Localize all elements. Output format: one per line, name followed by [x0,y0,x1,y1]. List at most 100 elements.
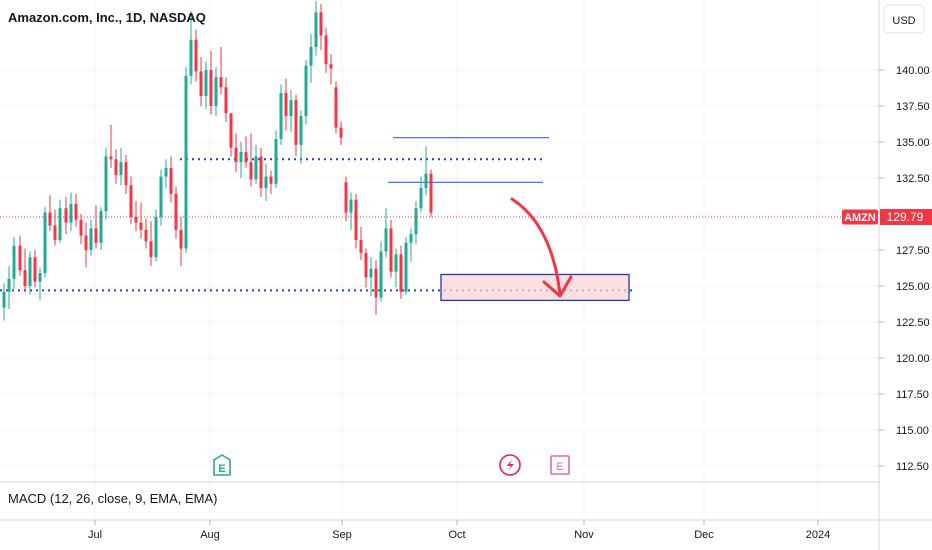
candle [394,248,398,288]
candle [374,260,378,315]
projection-arrow [510,197,573,298]
candle [38,267,42,301]
support-zone [440,273,630,302]
candle [7,265,11,310]
candle [219,46,223,95]
candle [239,142,243,178]
svg-text:E: E [218,463,225,475]
time-scale[interactable]: Jul Aug Sep Oct Nov Dec 2024 [88,520,830,541]
candle [234,133,238,173]
candle [384,208,388,258]
candle [414,201,418,245]
currency-label: USD [892,15,915,27]
candle [229,113,233,157]
y-tick-label: 115.00 [896,425,929,437]
candle [159,169,163,226]
candle [199,57,203,106]
last-price-tag [880,209,932,226]
y-tick-label: 132.50 [896,173,930,185]
candle [364,248,368,288]
candle [314,0,318,56]
candle [299,110,303,164]
candle [179,216,183,266]
candle [94,205,98,249]
y-tick-label: 137.50 [896,101,930,113]
candle [109,124,113,168]
candle [214,67,218,117]
candle [134,201,138,232]
candle [389,219,393,278]
candle [309,34,313,83]
candle [33,250,37,288]
candle [12,237,16,289]
candle [419,176,423,213]
y-tick-label: 120.00 [896,353,930,365]
x-tick-label: 2024 [806,529,830,541]
candle [209,51,213,115]
candle [359,226,363,261]
dividend-icon[interactable] [499,454,521,476]
last-price-value: 129.79 [887,210,924,224]
candle [64,196,68,235]
candle [404,237,408,295]
candle [58,199,62,243]
candle [254,144,258,184]
candle [169,156,173,203]
candle [334,81,338,134]
x-tick-label: Oct [448,529,465,541]
candle [204,61,208,109]
candle [114,149,118,184]
x-tick-label: Sep [332,529,352,541]
candle [89,219,93,256]
candle [274,130,278,189]
candle [124,154,128,194]
candle [69,192,73,232]
candle [424,146,428,196]
candle [379,241,383,302]
candle [184,67,188,253]
candle [429,169,433,217]
x-tick-label: Nov [574,529,594,541]
candle [339,121,343,145]
candle [74,193,78,227]
candle [294,94,298,157]
candle [79,214,83,245]
candle [304,59,308,125]
candle [43,206,47,278]
symbol-tag [842,209,878,225]
candle [99,206,103,250]
candle [129,176,133,225]
candle [269,170,273,194]
earnings-icon[interactable]: E [550,455,570,475]
price-scale[interactable]: 140.00137.50135.00132.50130.00127.50125.… [879,65,930,473]
candle [84,222,88,268]
candle [224,77,228,122]
currency-button[interactable] [883,4,925,34]
candle [48,195,52,232]
candle [2,283,6,321]
y-tick-label: 112.50 [896,461,929,473]
y-tick-label: 125.00 [896,281,930,293]
macd-label[interactable]: MACD (12, 26, close, 9, EMA, EMA) [8,491,218,506]
candle [289,90,293,132]
candle [264,163,268,202]
y-tick-label: 135.00 [896,137,930,149]
candle [344,176,348,222]
candle [244,136,248,168]
candle [189,10,193,85]
grid-lines [0,0,879,520]
candle [349,192,353,230]
x-tick-label: Aug [200,529,220,541]
last-price-label: AMZN 129.79 [842,209,932,226]
candle [259,147,263,197]
candle [18,235,22,276]
candle [279,84,283,145]
candle [144,218,148,249]
candle [369,257,373,297]
candle [174,186,178,239]
candle [249,133,253,187]
earnings-icon[interactable]: E [213,454,231,476]
candle [409,228,413,262]
y-tick-label: 140.00 [896,65,930,77]
